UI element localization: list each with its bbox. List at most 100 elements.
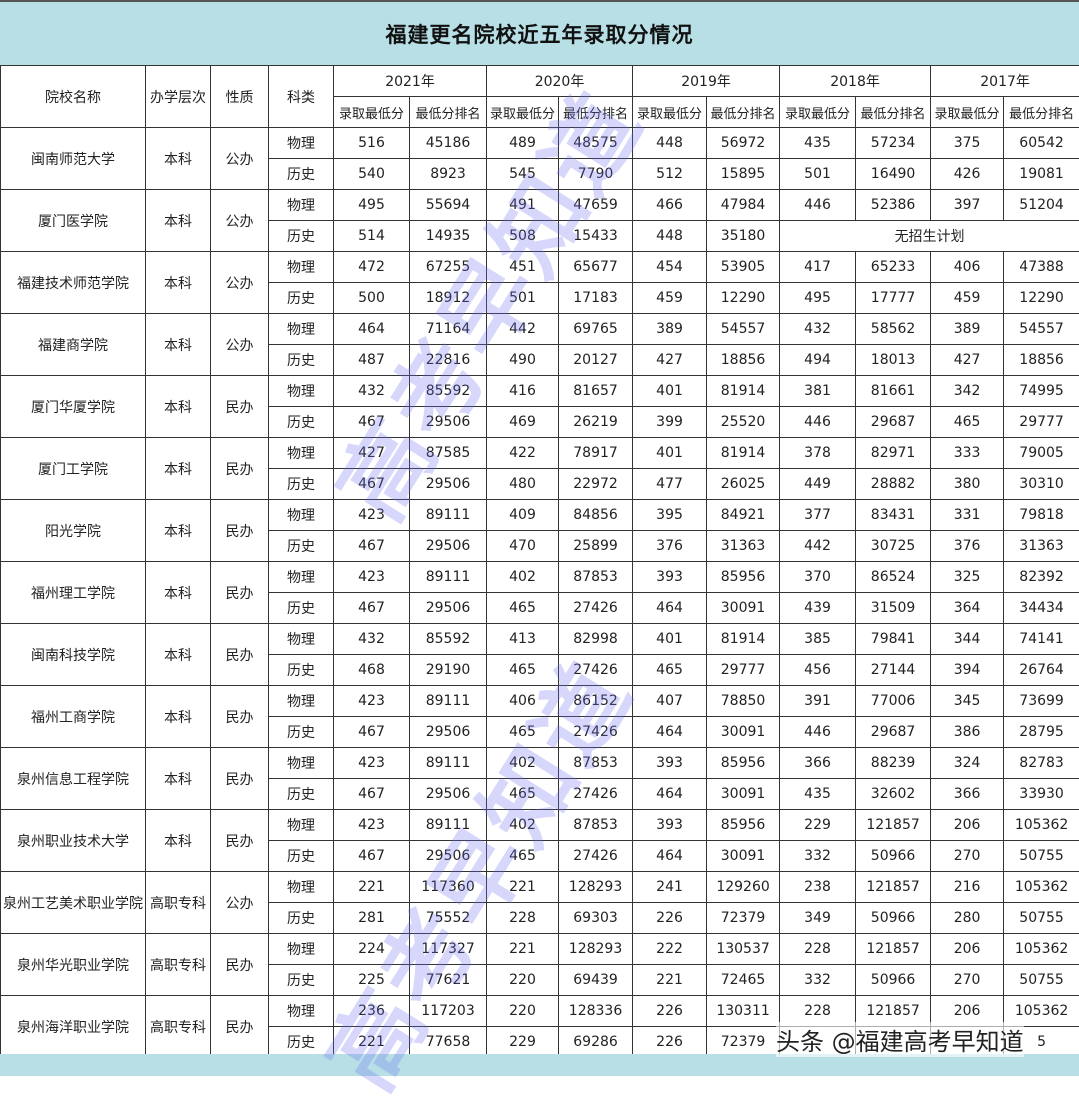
min-rank-cell: 79841 <box>856 624 931 655</box>
subject: 历史 <box>269 841 334 872</box>
min-score-cell: 226 <box>633 903 707 934</box>
min-rank-cell: 31363 <box>707 531 780 562</box>
min-rank-cell: 65233 <box>856 252 931 283</box>
min-score-cell: 413 <box>487 624 559 655</box>
min-score-cell: 435 <box>780 128 856 159</box>
school-type: 公办 <box>211 314 269 376</box>
school-name: 福州理工学院 <box>1 562 146 624</box>
min-score-cell: 446 <box>780 190 856 221</box>
min-rank-cell: 54557 <box>707 314 780 345</box>
min-rank-cell: 29687 <box>856 717 931 748</box>
min-score-cell: 206 <box>931 934 1004 965</box>
school-name: 厦门华厦学院 <box>1 376 146 438</box>
min-score-cell: 432 <box>780 314 856 345</box>
subject: 历史 <box>269 903 334 934</box>
subject: 历史 <box>269 345 334 376</box>
school-name: 闽南科技学院 <box>1 624 146 686</box>
min-rank-cell: 82392 <box>1004 562 1079 593</box>
min-rank-cell: 74995 <box>1004 376 1079 407</box>
min-rank-cell: 87853 <box>559 748 633 779</box>
min-rank-cell: 117203 <box>410 996 487 1027</box>
min-rank-cell: 129260 <box>707 872 780 903</box>
school-level: 本科 <box>146 748 211 810</box>
min-score-cell: 501 <box>780 159 856 190</box>
min-score-cell: 399 <box>633 407 707 438</box>
min-rank-cell: 17777 <box>856 283 931 314</box>
note-cell: 无招生计划 <box>780 221 1079 252</box>
subject: 物理 <box>269 562 334 593</box>
min-score-cell: 467 <box>334 841 410 872</box>
min-rank-cell: 77658 <box>410 1027 487 1058</box>
min-rank-cell: 85956 <box>707 748 780 779</box>
school-type: 民办 <box>211 748 269 810</box>
min-rank-cell: 50966 <box>856 841 931 872</box>
header-year: 2019年 <box>633 66 780 97</box>
min-rank-cell: 35180 <box>707 221 780 252</box>
school-name: 阳光学院 <box>1 500 146 562</box>
school-type: 民办 <box>211 500 269 562</box>
min-rank-cell: 26219 <box>559 407 633 438</box>
min-rank-cell: 84921 <box>707 500 780 531</box>
subject: 历史 <box>269 717 334 748</box>
min-score-cell: 407 <box>633 686 707 717</box>
min-score-cell: 464 <box>633 717 707 748</box>
min-score-cell: 397 <box>931 190 1004 221</box>
school-name: 福建商学院 <box>1 314 146 376</box>
school-name: 福州工商学院 <box>1 686 146 748</box>
min-rank-cell: 27426 <box>559 593 633 624</box>
min-rank-cell: 12290 <box>707 283 780 314</box>
min-rank-cell: 15895 <box>707 159 780 190</box>
min-score-cell: 226 <box>633 1027 707 1058</box>
min-score-cell: 381 <box>780 376 856 407</box>
min-score-cell: 380 <box>931 469 1004 500</box>
min-score-cell: 324 <box>931 748 1004 779</box>
school-type: 民办 <box>211 438 269 500</box>
min-rank-cell: 18856 <box>1004 345 1079 376</box>
min-rank-cell: 29506 <box>410 779 487 810</box>
min-rank-cell: 14935 <box>410 221 487 252</box>
min-rank-cell: 22972 <box>559 469 633 500</box>
min-rank-cell: 34434 <box>1004 593 1079 624</box>
min-score-cell: 370 <box>780 562 856 593</box>
min-rank-cell: 19081 <box>1004 159 1079 190</box>
min-score-cell: 545 <box>487 159 559 190</box>
min-score-cell: 495 <box>780 283 856 314</box>
min-rank-cell: 87853 <box>559 810 633 841</box>
min-score-cell: 393 <box>633 748 707 779</box>
min-score-cell: 366 <box>931 779 1004 810</box>
min-score-cell: 468 <box>334 655 410 686</box>
min-rank-cell: 82783 <box>1004 748 1079 779</box>
school-type: 民办 <box>211 562 269 624</box>
min-score-cell: 206 <box>931 810 1004 841</box>
subject: 物理 <box>269 748 334 779</box>
min-rank-cell: 20127 <box>559 345 633 376</box>
subject: 物理 <box>269 190 334 221</box>
min-rank-cell: 45186 <box>410 128 487 159</box>
min-rank-cell: 85956 <box>707 810 780 841</box>
min-rank-cell: 78850 <box>707 686 780 717</box>
min-rank-cell: 27426 <box>559 655 633 686</box>
min-rank-cell: 128336 <box>559 996 633 1027</box>
min-score-cell: 435 <box>780 779 856 810</box>
min-rank-cell: 77006 <box>856 686 931 717</box>
min-score-cell: 432 <box>334 376 410 407</box>
subject: 历史 <box>269 655 334 686</box>
min-score-cell: 448 <box>633 221 707 252</box>
min-rank-cell: 86152 <box>559 686 633 717</box>
min-score-cell: 281 <box>334 903 410 934</box>
min-score-cell: 220 <box>487 996 559 1027</box>
min-rank-cell: 31363 <box>1004 531 1079 562</box>
min-rank-cell: 47984 <box>707 190 780 221</box>
header-level: 办学层次 <box>146 66 211 128</box>
min-rank-cell: 54557 <box>1004 314 1079 345</box>
min-score-cell: 349 <box>780 903 856 934</box>
min-score-cell: 406 <box>931 252 1004 283</box>
school-level: 本科 <box>146 128 211 190</box>
min-score-cell: 494 <box>780 345 856 376</box>
